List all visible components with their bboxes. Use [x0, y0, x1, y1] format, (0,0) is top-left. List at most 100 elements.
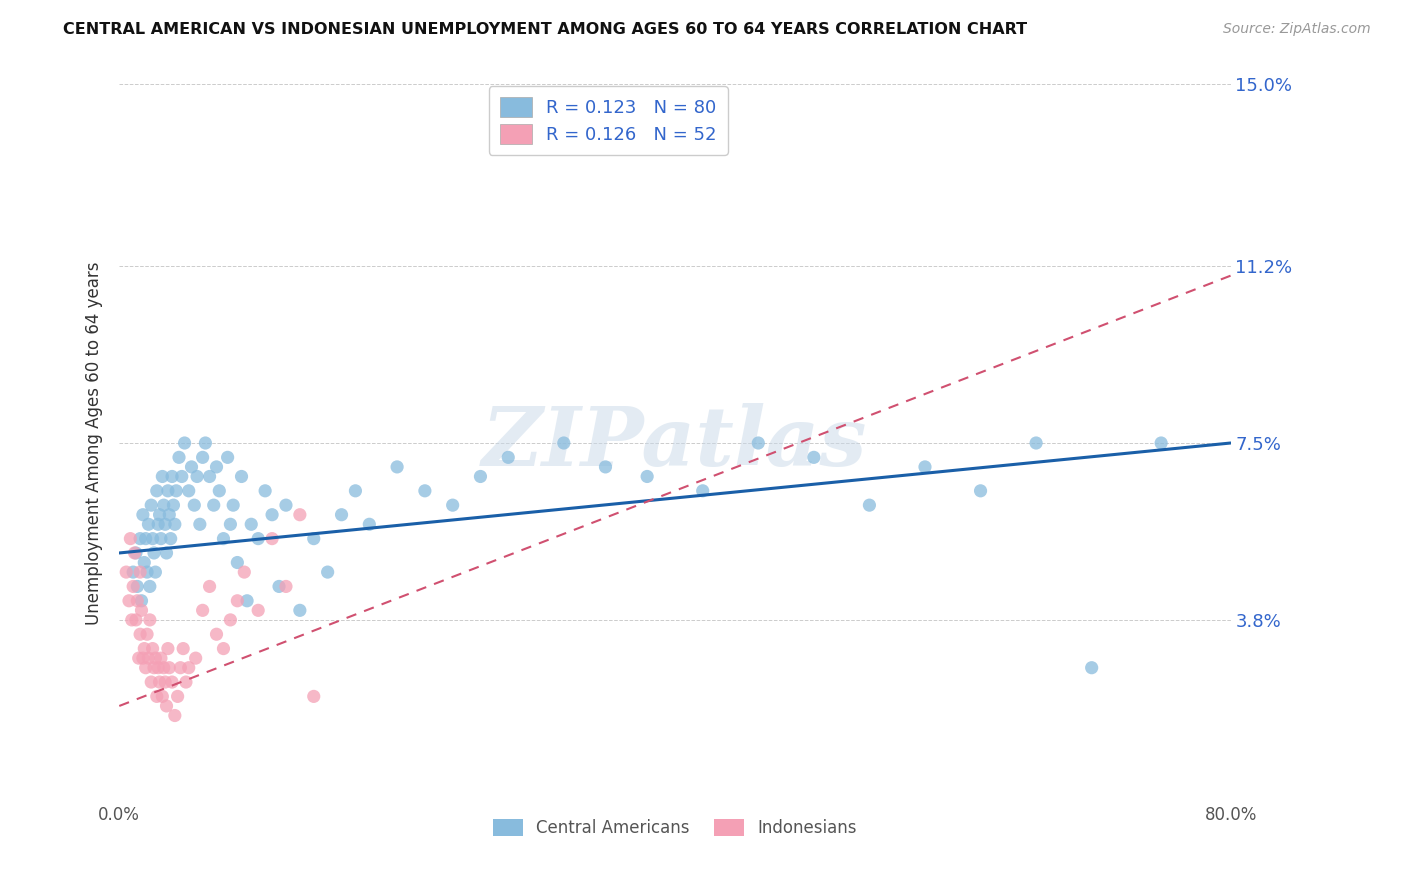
Point — [274, 498, 297, 512]
Point — [134, 641, 156, 656]
Point — [180, 459, 202, 474]
Point — [177, 661, 200, 675]
Point — [152, 661, 174, 675]
Point — [302, 532, 325, 546]
Point — [155, 546, 177, 560]
Point — [198, 579, 221, 593]
Point — [636, 469, 658, 483]
Point — [128, 651, 150, 665]
Point — [124, 546, 146, 560]
Point — [173, 436, 195, 450]
Point — [159, 532, 181, 546]
Point — [226, 556, 249, 570]
Point — [125, 613, 148, 627]
Point — [212, 532, 235, 546]
Point — [163, 517, 186, 532]
Point — [183, 498, 205, 512]
Point — [122, 579, 145, 593]
Point — [385, 459, 408, 474]
Point — [172, 641, 194, 656]
Point — [139, 579, 162, 593]
Point — [139, 613, 162, 627]
Text: Source: ZipAtlas.com: Source: ZipAtlas.com — [1223, 22, 1371, 37]
Point — [174, 675, 197, 690]
Point — [1025, 436, 1047, 450]
Point — [125, 546, 148, 560]
Point — [160, 469, 183, 483]
Point — [152, 498, 174, 512]
Point — [157, 508, 180, 522]
Y-axis label: Unemployment Among Ages 60 to 64 years: Unemployment Among Ages 60 to 64 years — [86, 261, 103, 624]
Point — [120, 532, 142, 546]
Point — [148, 675, 170, 690]
Point — [115, 565, 138, 579]
Point — [162, 498, 184, 512]
Point — [145, 565, 167, 579]
Point — [344, 483, 367, 498]
Point — [247, 603, 270, 617]
Point — [136, 565, 159, 579]
Point — [132, 651, 155, 665]
Point — [205, 459, 228, 474]
Point — [184, 651, 207, 665]
Point — [170, 469, 193, 483]
Point — [302, 690, 325, 704]
Point — [262, 508, 284, 522]
Point — [208, 483, 231, 498]
Point — [219, 613, 242, 627]
Point — [146, 690, 169, 704]
Point — [131, 603, 153, 617]
Point — [274, 579, 297, 593]
Point — [496, 450, 519, 465]
Point — [169, 661, 191, 675]
Point — [122, 565, 145, 579]
Point — [212, 641, 235, 656]
Point — [121, 613, 143, 627]
Point — [205, 627, 228, 641]
Point — [330, 508, 353, 522]
Point — [148, 508, 170, 522]
Point — [359, 517, 381, 532]
Point — [553, 436, 575, 450]
Point — [267, 579, 290, 593]
Point — [153, 517, 176, 532]
Point — [146, 661, 169, 675]
Point — [157, 661, 180, 675]
Legend: Central Americans, Indonesians: Central Americans, Indonesians — [486, 812, 863, 844]
Point — [747, 436, 769, 450]
Point — [127, 594, 149, 608]
Point — [692, 483, 714, 498]
Point — [202, 498, 225, 512]
Point — [149, 651, 172, 665]
Point — [803, 450, 825, 465]
Point — [194, 436, 217, 450]
Point — [156, 483, 179, 498]
Point — [441, 498, 464, 512]
Point — [240, 517, 263, 532]
Point — [217, 450, 239, 465]
Point — [127, 579, 149, 593]
Point — [219, 517, 242, 532]
Point — [134, 556, 156, 570]
Point — [129, 565, 152, 579]
Point — [135, 532, 157, 546]
Point — [143, 661, 166, 675]
Point — [595, 459, 617, 474]
Point — [129, 627, 152, 641]
Point — [254, 483, 277, 498]
Point — [160, 675, 183, 690]
Point — [969, 483, 991, 498]
Point — [222, 498, 245, 512]
Point — [858, 498, 880, 512]
Point — [129, 532, 152, 546]
Text: ZIPatlas: ZIPatlas — [482, 403, 868, 483]
Point — [145, 651, 167, 665]
Point — [153, 675, 176, 690]
Point — [131, 594, 153, 608]
Point — [156, 641, 179, 656]
Point — [288, 508, 311, 522]
Point — [236, 594, 259, 608]
Point — [141, 498, 163, 512]
Point — [1080, 661, 1102, 675]
Point — [143, 546, 166, 560]
